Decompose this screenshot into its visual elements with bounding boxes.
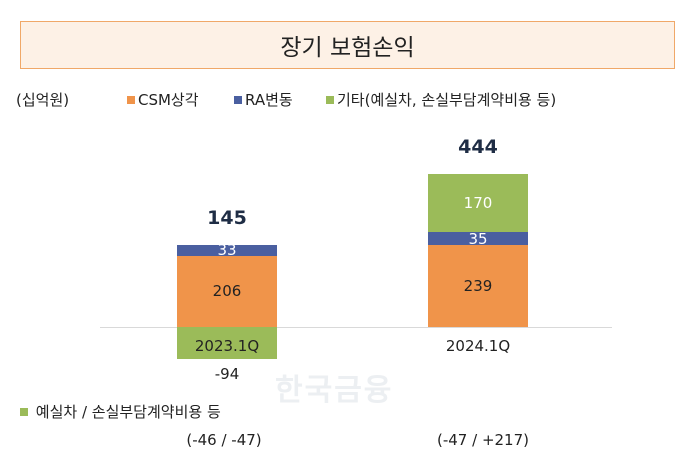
legend-other: 기타(예실차, 손실부담계약비용 등) bbox=[326, 89, 556, 110]
data-label: 206 bbox=[212, 282, 242, 301]
legend-label: 기타(예실차, 손실부담계약비용 등) bbox=[337, 91, 557, 109]
data-label: 239 bbox=[463, 276, 493, 295]
category-label: 2023.1Q bbox=[194, 337, 260, 355]
legend-swatch-ra bbox=[234, 95, 242, 104]
bar-segment bbox=[428, 173, 528, 233]
legend-csm: CSM상각 bbox=[127, 89, 199, 110]
data-label: 35 bbox=[468, 229, 488, 248]
bar-segment bbox=[177, 327, 277, 360]
unit-label: (십억원) bbox=[16, 91, 70, 109]
category-label: 2024.1Q bbox=[445, 337, 511, 355]
total-label: 444 bbox=[458, 135, 498, 158]
total-label: 145 bbox=[207, 206, 247, 229]
note-legend: 예실차 / 손실부담계약비용 등 bbox=[20, 401, 221, 422]
note-swatch bbox=[20, 407, 28, 416]
data-label: 170 bbox=[463, 194, 493, 213]
bar-segment bbox=[428, 244, 528, 327]
bar-segment bbox=[177, 255, 277, 327]
chart-title: 장기 보험손익 bbox=[20, 21, 675, 69]
data-label: 33 bbox=[217, 241, 237, 260]
legend-label: RA변동 bbox=[245, 91, 293, 109]
data-label: -94 bbox=[214, 365, 240, 384]
watermark: 한국금융 bbox=[275, 373, 394, 408]
x-axis-line bbox=[100, 327, 612, 328]
legend-swatch-csm bbox=[127, 95, 135, 104]
note-label: 예실차 / 손실부담계약비용 등 bbox=[35, 403, 221, 421]
note-value-2023: (-46 / -47) bbox=[186, 431, 262, 449]
bar-segment bbox=[428, 232, 528, 245]
legend-swatch-other bbox=[326, 95, 334, 104]
legend-label: CSM상각 bbox=[138, 91, 199, 109]
note-value-2024: (-47 / +217) bbox=[437, 431, 529, 449]
bar-segment bbox=[177, 244, 277, 256]
legend-ra: RA변동 bbox=[234, 89, 293, 110]
